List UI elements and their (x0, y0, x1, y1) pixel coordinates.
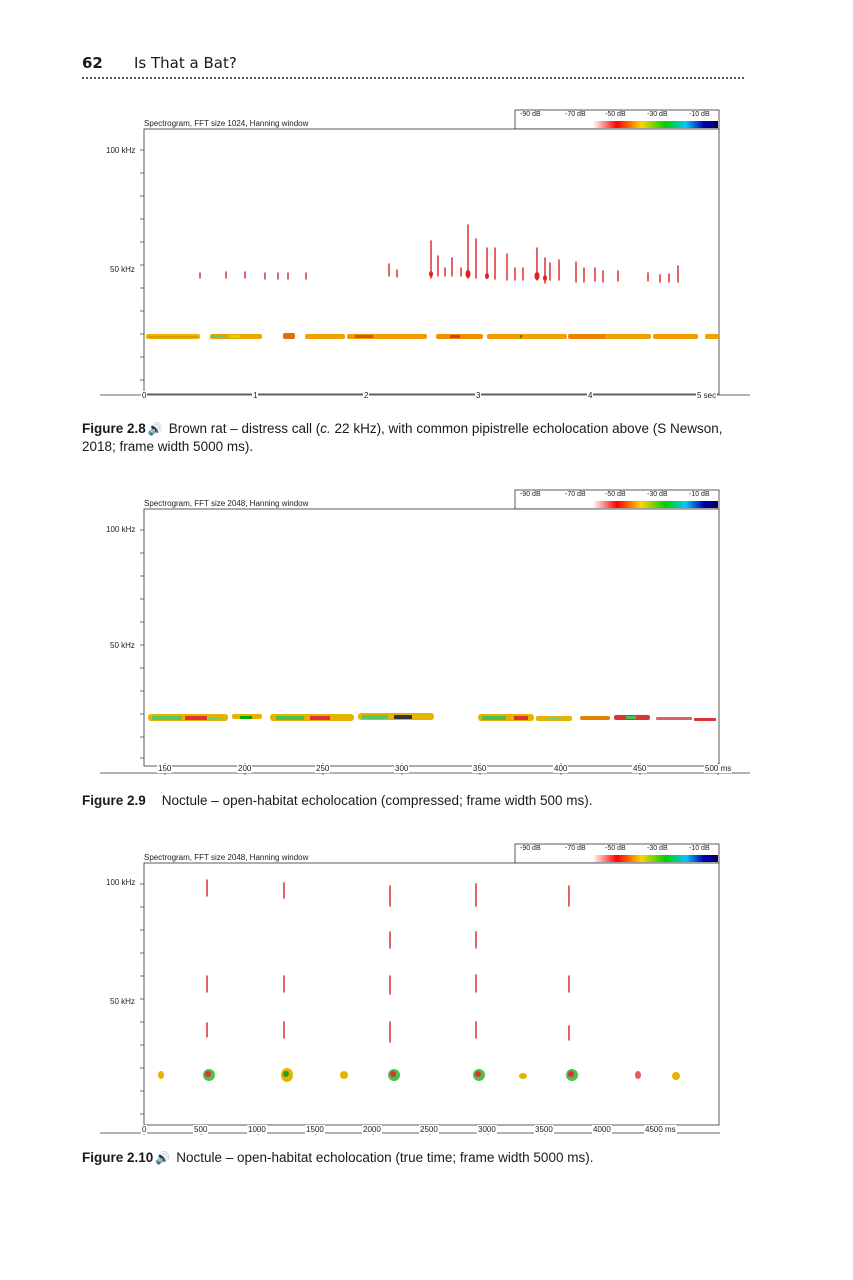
y-axis-label: 100 kHz (106, 878, 136, 887)
plot-title: Spectrogram, FFT size 2048, Hanning wind… (144, 853, 309, 862)
figure-2-10-spectrogram: Spectrogram, FFT size 2048, Hanning wind… (100, 842, 750, 1138)
plot-title: Spectrogram, FFT size 2048, Hanning wind… (144, 499, 309, 508)
y-axis-label: 50 kHz (110, 641, 135, 650)
caption-text: 22 kHz), with common pipistrelle echoloc… (82, 421, 723, 454)
figure-label: Figure 2.9 (82, 793, 146, 808)
scale-label: -50 dB (605, 491, 626, 498)
caption-text: Brown rat – distress call ( (168, 421, 321, 436)
x-tick-label: 400 (553, 764, 569, 773)
speaker-icon[interactable]: 🔊 (155, 1151, 171, 1165)
x-tick-label: 1500 (305, 1125, 325, 1134)
figure-caption: Figure 2.9 Noctule – open-habitat echoloc… (82, 792, 747, 809)
x-tick-label: 350 (472, 764, 488, 773)
speaker-icon[interactable]: 🔊 (147, 422, 163, 436)
y-axis-label: 100 kHz (106, 146, 136, 155)
x-tick-label: 200 (237, 764, 253, 773)
y-axis-label: 50 kHz (110, 997, 135, 1006)
x-tick-label: 1 (252, 391, 259, 400)
x-tick-label: 4500 ms (644, 1125, 677, 1134)
scale-label: -70 dB (565, 111, 586, 118)
x-tick-label: 2 (363, 391, 370, 400)
x-tick-label: 500 (193, 1125, 209, 1134)
scale-label: -70 dB (565, 845, 586, 852)
caption-text: Noctule – open-habitat echolocation (tru… (176, 1150, 594, 1165)
caption-text: Noctule – open-habitat echolocation (com… (161, 793, 593, 808)
x-tick-label: 250 (315, 764, 331, 773)
figure-label: Figure 2.10 (82, 1150, 154, 1165)
scale-label: -50 dB (605, 111, 626, 118)
y-axis-label: 100 kHz (106, 525, 136, 534)
x-tick-label: 3 (475, 391, 482, 400)
page-header: 62 Is That a Bat? (82, 54, 744, 78)
x-tick-label: 3500 (534, 1125, 554, 1134)
spectrogram-2-9-plot (100, 489, 750, 775)
figure-caption: Figure 2.10 🔊 Noctule – open-habitat echol… (82, 1149, 747, 1167)
figure-label: Figure 2.8 (82, 421, 146, 436)
x-tick-label: 4 (587, 391, 594, 400)
figure-caption: Figure 2.8 🔊 Brown rat – distress call (c.… (82, 420, 747, 455)
running-title: Is That a Bat? (134, 54, 237, 72)
x-tick-label: 0 (141, 1125, 148, 1134)
spectrogram-2-8-plot (100, 109, 750, 397)
scale-label: -90 dB (520, 491, 541, 498)
scale-label: -10 dB (689, 111, 710, 118)
scale-label: -90 dB (520, 111, 541, 118)
scale-label: -10 dB (689, 491, 710, 498)
caption-italic: c. (320, 421, 331, 436)
y-axis-label: 50 kHz (110, 265, 135, 274)
noctule-call-band (148, 713, 716, 721)
header-dotted-rule (82, 77, 744, 79)
x-tick-label: 300 (394, 764, 410, 773)
x-tick-label: 3000 (477, 1125, 497, 1134)
x-tick-label: 500 ms (704, 764, 733, 773)
spectrogram-2-10-plot (100, 843, 720, 1135)
scale-label: -30 dB (647, 111, 668, 118)
scale-label: -30 dB (647, 491, 668, 498)
x-tick-label: 450 (632, 764, 648, 773)
scale-label: -30 dB (647, 845, 668, 852)
x-tick-label: 150 (157, 764, 173, 773)
page-number: 62 (82, 54, 103, 72)
noctule-call-fundamentals (158, 1068, 680, 1082)
x-tick-label: 2500 (419, 1125, 439, 1134)
rat-call-band (146, 333, 719, 339)
scale-label: -50 dB (605, 845, 626, 852)
figure-2-8-spectrogram: Spectrogram, FFT size 1024, Hanning wind… (100, 108, 750, 403)
scale-label: -10 dB (689, 845, 710, 852)
scale-label: -70 dB (565, 491, 586, 498)
scale-label: -90 dB (520, 845, 541, 852)
x-tick-label: 2000 (362, 1125, 382, 1134)
x-tick-label: 4000 (592, 1125, 612, 1134)
x-tick-label: 5 sec (696, 391, 718, 400)
x-tick-label: 1000 (247, 1125, 267, 1134)
x-tick-label: 0 (141, 391, 148, 400)
plot-title: Spectrogram, FFT size 1024, Hanning wind… (144, 119, 309, 128)
figure-2-9-spectrogram: Spectrogram, FFT size 2048, Hanning wind… (100, 488, 750, 778)
